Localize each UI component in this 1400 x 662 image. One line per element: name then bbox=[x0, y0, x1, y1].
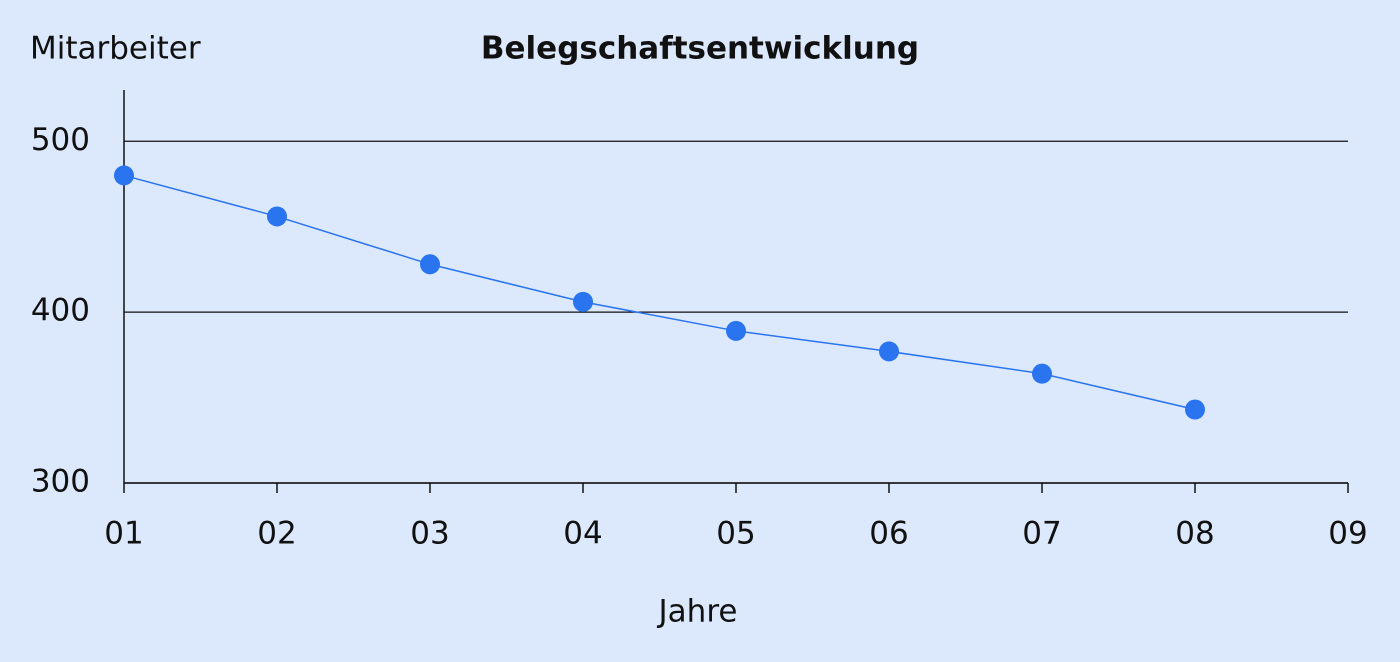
data-line bbox=[123, 174, 1196, 411]
x-tick-label: 09 bbox=[1328, 516, 1367, 552]
y-tick-label: 300 bbox=[31, 464, 90, 500]
data-point bbox=[879, 341, 899, 362]
data-point bbox=[267, 206, 287, 227]
data-point bbox=[726, 320, 746, 341]
x-tick-label: 02 bbox=[257, 516, 296, 552]
data-point bbox=[573, 291, 593, 312]
data-point bbox=[1032, 363, 1052, 384]
x-tick-label: 07 bbox=[1022, 516, 1061, 552]
data-point bbox=[420, 254, 440, 275]
x-tick-label: 08 bbox=[1175, 516, 1214, 552]
data-point bbox=[114, 165, 134, 186]
y-tick-label: 500 bbox=[31, 122, 90, 158]
y-axis-label: Mitarbeiter bbox=[30, 31, 201, 67]
x-tick-label: 01 bbox=[104, 516, 143, 552]
x-tick-label: 03 bbox=[410, 516, 449, 552]
x-axis-label: Jahre bbox=[657, 594, 738, 630]
data-point bbox=[1185, 399, 1205, 420]
x-tick-label: 06 bbox=[869, 516, 908, 552]
x-tick-label: 04 bbox=[563, 516, 602, 552]
x-tick-label: 05 bbox=[716, 516, 755, 552]
y-tick-label: 400 bbox=[31, 293, 90, 329]
chart-title: Belegschaftsentwicklung bbox=[481, 31, 919, 67]
